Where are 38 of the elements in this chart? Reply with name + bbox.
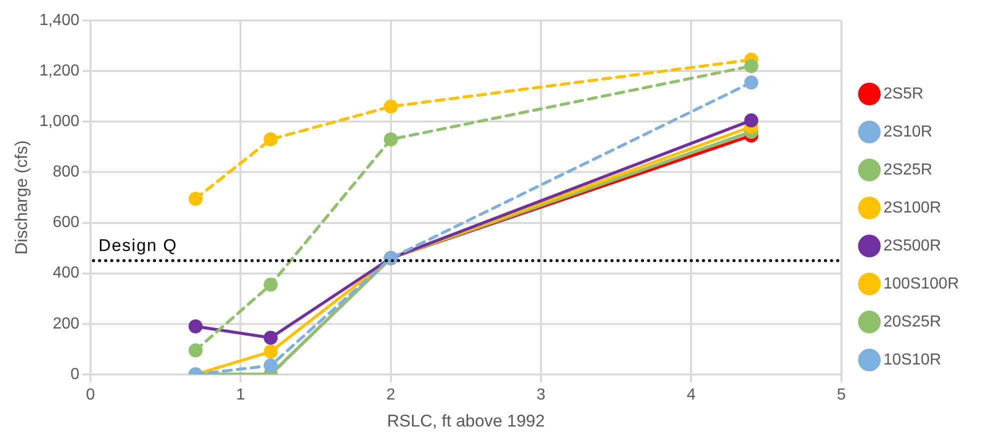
x-tick-label: 2	[386, 386, 396, 404]
point	[264, 278, 278, 292]
y-tick-label: 0	[70, 366, 80, 383]
y-axis-title: Discharge (cfs)	[12, 140, 31, 255]
y-tick-label: 1,000	[39, 113, 80, 130]
point	[264, 132, 278, 146]
legend-label: 2S5R	[883, 85, 924, 102]
point	[264, 330, 278, 345]
point	[264, 358, 278, 373]
ref-line-label: Design Q	[98, 236, 178, 255]
legend-label: 10S10R	[883, 351, 942, 368]
y-tick-label: 1,200	[39, 62, 80, 80]
y-tick-label: 800	[52, 164, 80, 181]
legend-label: 2S10R	[883, 123, 932, 140]
x-tick-label: 4	[686, 386, 696, 404]
x-axis-title: RSLC, ft above 1992	[386, 411, 545, 430]
legend-label: 2S100R	[883, 199, 942, 216]
point	[744, 113, 758, 128]
legend-label: 2S25R	[883, 161, 932, 178]
point	[384, 100, 398, 114]
legend-label: 2S500R	[883, 237, 942, 254]
point	[744, 59, 758, 74]
point	[384, 132, 398, 146]
legend-label: 100S100R	[883, 275, 960, 292]
x-tick-label: 3	[536, 386, 546, 404]
y-tick-label: 200	[52, 315, 80, 332]
x-tick-label: 0	[86, 386, 95, 404]
point	[188, 319, 203, 334]
y-tick-label: 1,400	[39, 12, 80, 30]
point	[264, 344, 278, 359]
x-tick-label: 1	[236, 386, 246, 404]
point	[188, 192, 203, 206]
point	[744, 76, 758, 90]
point	[188, 343, 203, 358]
y-tick-label: 400	[52, 264, 80, 282]
legend-label: 20S25R	[883, 313, 942, 330]
x-tick-label: 5	[836, 386, 846, 404]
y-tick-label: 600	[52, 214, 80, 232]
